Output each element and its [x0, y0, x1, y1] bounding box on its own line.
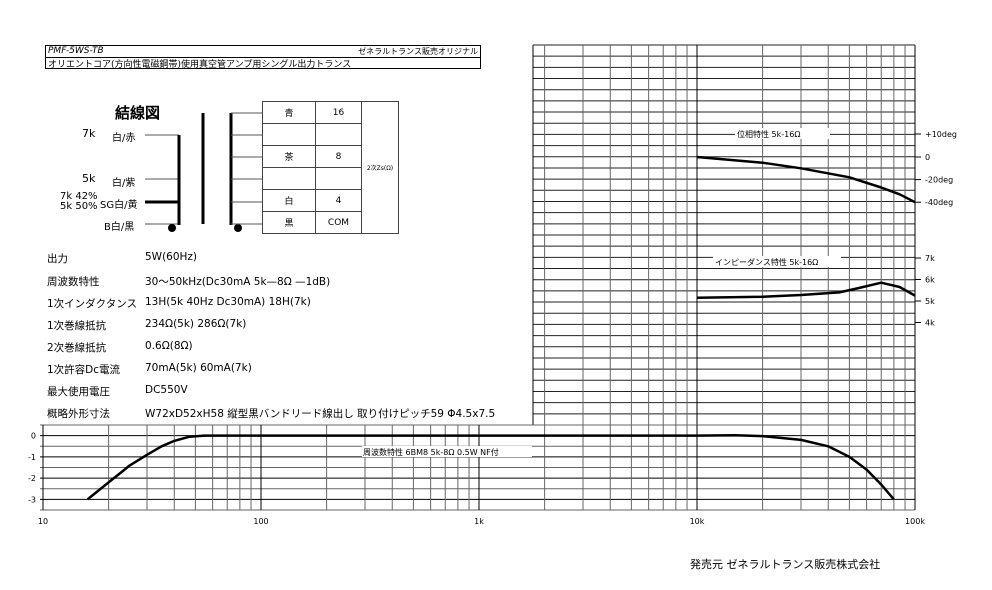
chart-title-impedance: インピーダンス特性 5k-16Ω — [715, 257, 818, 267]
publisher: 発売元 ゼネラルトランス販売株式会社 — [690, 558, 881, 571]
spec-label: 概略外形寸法 — [47, 408, 110, 420]
sg-ratio-7k: 7k 42% — [60, 191, 98, 202]
sec-color — [262, 123, 316, 146]
sec-value: 16 — [315, 101, 362, 124]
spec-label: 周波数特性 — [47, 276, 100, 288]
phase-y-label: 0 — [925, 153, 930, 162]
spec-value: 0.6Ω(8Ω) — [145, 340, 193, 352]
spec-label: 最大使用電圧 — [47, 386, 110, 398]
tap-sg-color: SG白/黄 — [100, 200, 138, 211]
spec-label: 1次許容Dc電流 — [47, 364, 121, 376]
impedance-y-label: 6k — [925, 276, 935, 285]
sec-value: COM — [315, 211, 362, 234]
spec-label: 1次巻線抵抗 — [47, 320, 107, 332]
impedance-y-label: 7k — [925, 254, 935, 263]
chart-title-phase: 位相特性 5k-16Ω — [737, 129, 800, 139]
chart-title-frequency: 周波数特性 6BM8 5k-8Ω 0.5W NF付 — [363, 447, 499, 457]
spec-value: 5W(60Hz) — [145, 251, 198, 263]
x-tick-label: 100 — [253, 517, 268, 526]
sec-color: 黒 — [262, 211, 316, 234]
spec-value: 234Ω(5k) 286Ω(7k) — [145, 318, 247, 330]
phase-y-label: -20deg — [925, 176, 953, 185]
secondary-label: 2次Zs(Ω) — [361, 101, 399, 234]
spec-value: DC550V — [145, 384, 188, 396]
tap-sg-impedance: 7k 42% 5k 50% — [60, 192, 98, 212]
spec-label: 2次巻線抵抗 — [47, 342, 107, 354]
sg-ratio-5k: 5k 50% — [60, 201, 98, 212]
y-tick-label: 0 — [31, 432, 36, 441]
dot-marker — [234, 224, 242, 232]
x-tick-label: 10 — [38, 517, 48, 526]
tap-b-color: B白/黒 — [104, 222, 135, 233]
tap-5k-color: 白/紫 — [112, 178, 136, 189]
spec-value: 13H(5k 40Hz Dc30mA) 18H(7k) — [145, 296, 311, 308]
spec-value: W72xD52xH58 縦型黒バンドリード線出し 取り付けピッチ59 Φ4.5x… — [145, 408, 496, 420]
title-bg — [735, 128, 830, 139]
sec-value: 8 — [315, 145, 362, 168]
product-description: オリエントコア(方向性電磁鋼帯)使用真空管アンプ用シングル出力トランス — [48, 60, 352, 70]
impedance-response-line — [696, 281, 916, 300]
spec-label: 出力 — [47, 253, 68, 265]
spec-value: 30〜50kHz(Dc30mA 5k—8Ω —1dB) — [145, 276, 331, 288]
x-tick-label: 1k — [474, 517, 484, 526]
title-bg — [362, 446, 532, 457]
sec-color — [262, 167, 316, 190]
impedance-y-label: 4k — [925, 319, 935, 328]
brand-note: ゼネラルトランス販売オリジナル — [358, 47, 478, 56]
sec-value — [315, 123, 362, 146]
impedance-y-label: 5k — [925, 297, 935, 306]
y-tick-label: -2 — [28, 474, 36, 483]
model-name: PMF-5WS-TB — [48, 46, 104, 56]
tap-5k-impedance: 5k — [82, 172, 96, 185]
title-bg — [713, 256, 841, 267]
title-box: PMF-5WS-TB ゼネラルトランス販売オリジナル オリエントコア(方向性電磁… — [45, 45, 481, 70]
dot-marker — [168, 224, 176, 232]
y-tick-label: -3 — [28, 495, 36, 504]
spec-value: 70mA(5k) 60mA(7k) — [145, 362, 252, 374]
phase-y-label: -40deg — [925, 198, 953, 207]
sec-value — [315, 167, 362, 190]
x-tick-label: 10k — [690, 517, 705, 526]
wiring-title: 結線図 — [115, 104, 161, 122]
sec-color: 茶 — [262, 145, 316, 168]
phase-y-label: +10deg — [925, 130, 957, 139]
spec-label: 1次インダクタンス — [47, 298, 138, 310]
sec-color: 青 — [262, 101, 316, 124]
y-tick-label: -1 — [28, 453, 36, 462]
tap-7k-color: 白/赤 — [112, 133, 136, 144]
sec-value: 4 — [315, 189, 362, 212]
tap-7k-impedance: 7k — [82, 127, 96, 140]
x-tick-label: 100k — [905, 517, 925, 526]
sec-color: 白 — [262, 189, 316, 212]
